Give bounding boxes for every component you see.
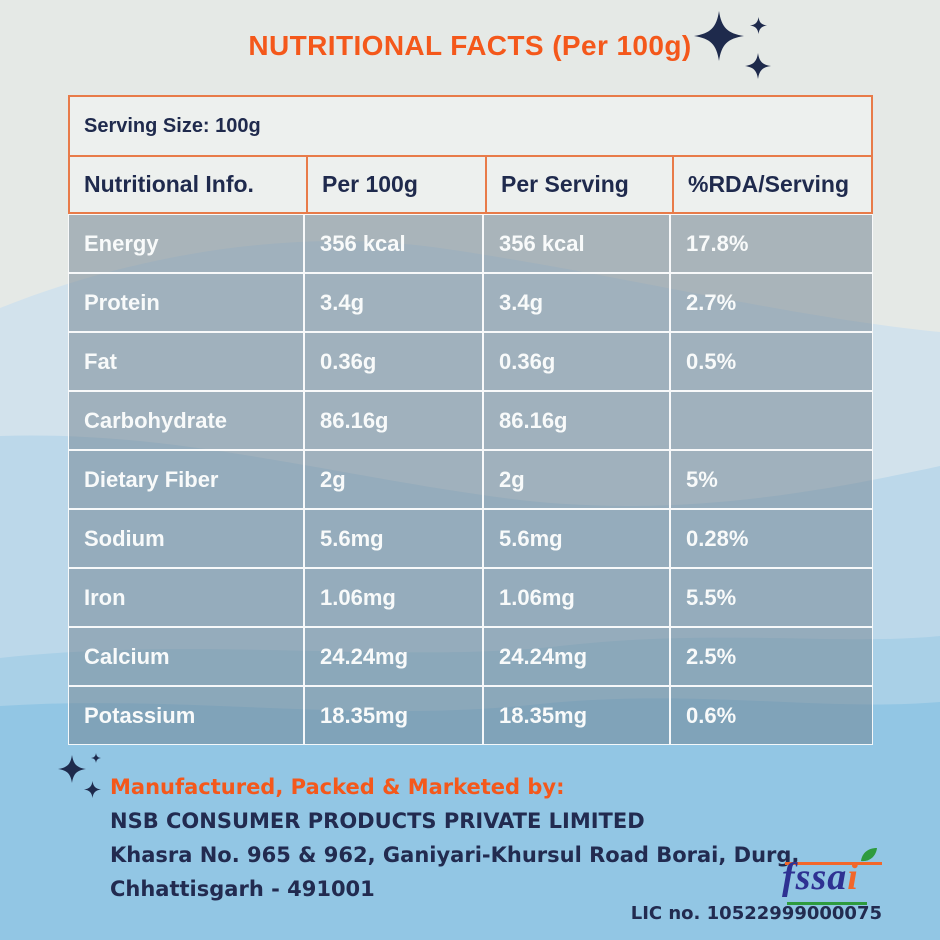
header-per-100g: Per 100g bbox=[306, 157, 485, 212]
nutrient-name-cell: Carbohydrate bbox=[68, 391, 304, 450]
nutrient-name-cell: Potassium bbox=[68, 686, 304, 745]
manufacturer-address-2: Chhattisgarh - 491001 bbox=[110, 877, 375, 901]
fssai-logo: fssai bbox=[780, 848, 884, 906]
manufacturer-heading: Manufactured, Packed & Marketed by: bbox=[110, 775, 565, 799]
per-serving-cell: 24.24mg bbox=[483, 627, 670, 686]
per-serving-cell: 86.16g bbox=[483, 391, 670, 450]
per-serving-cell: 2g bbox=[483, 450, 670, 509]
nutrient-name-cell: Iron bbox=[68, 568, 304, 627]
rda-cell: 5% bbox=[670, 450, 873, 509]
per-100g-cell: 5.6mg bbox=[304, 509, 483, 568]
nutrient-name-cell: Protein bbox=[68, 273, 304, 332]
rda-cell: 2.5% bbox=[670, 627, 873, 686]
per-100g-cell: 18.35mg bbox=[304, 686, 483, 745]
per-100g-cell: 0.36g bbox=[304, 332, 483, 391]
header-per-serving: Per Serving bbox=[485, 157, 672, 212]
per-serving-cell: 1.06mg bbox=[483, 568, 670, 627]
rda-cell: 17.8% bbox=[670, 214, 873, 273]
per-serving-cell: 5.6mg bbox=[483, 509, 670, 568]
per-serving-cell: 18.35mg bbox=[483, 686, 670, 745]
nutrient-name-cell: Dietary Fiber bbox=[68, 450, 304, 509]
nutrient-name-cell: Sodium bbox=[68, 509, 304, 568]
per-serving-cell: 356 kcal bbox=[483, 214, 670, 273]
rda-cell: 2.7% bbox=[670, 273, 873, 332]
header-nutritional-info: Nutritional Info. bbox=[84, 171, 254, 197]
rda-cell bbox=[670, 391, 873, 450]
nutrient-name-cell: Calcium bbox=[68, 627, 304, 686]
table-header-row: Nutritional Info. Per 100g Per Serving %… bbox=[70, 157, 871, 212]
per-100g-cell: 1.06mg bbox=[304, 568, 483, 627]
nutrition-table: Serving Size: 100g Nutritional Info. Per… bbox=[68, 95, 873, 745]
serving-size-label: Serving Size: 100g bbox=[84, 114, 261, 137]
manufacturer-block: Manufactured, Packed & Marketed by: NSB … bbox=[110, 770, 870, 906]
manufacturer-company: NSB CONSUMER PRODUCTS PRIVATE LIMITED bbox=[110, 809, 645, 833]
serving-size-row: Serving Size: 100g bbox=[70, 97, 871, 157]
fssai-logo-underline bbox=[787, 902, 867, 905]
per-100g-cell: 3.4g bbox=[304, 273, 483, 332]
fssai-logo-text: fssai bbox=[782, 856, 859, 898]
sparkles-icon bbox=[694, 11, 771, 79]
leaf-icon bbox=[861, 848, 877, 862]
per-100g-cell: 86.16g bbox=[304, 391, 483, 450]
nutrient-name-cell: Energy bbox=[68, 214, 304, 273]
manufacturer-address-1: Khasra No. 965 & 962, Ganiyari-Khursul R… bbox=[110, 843, 800, 867]
rda-cell: 0.5% bbox=[670, 332, 873, 391]
nutrient-name-cell: Fat bbox=[68, 332, 304, 391]
header-rda-serving: %RDA/Serving bbox=[672, 157, 871, 212]
per-serving-cell: 0.36g bbox=[483, 332, 670, 391]
page-title: NUTRITIONAL FACTS (Per 100g) bbox=[248, 30, 692, 61]
rda-cell: 0.28% bbox=[670, 509, 873, 568]
sparkles-icon bbox=[58, 753, 101, 798]
table-body: Energy 356 kcal 356 kcal 17.8% Protein 3… bbox=[68, 214, 873, 745]
rda-cell: 0.6% bbox=[670, 686, 873, 745]
rda-cell: 5.5% bbox=[670, 568, 873, 627]
per-100g-cell: 24.24mg bbox=[304, 627, 483, 686]
per-100g-cell: 2g bbox=[304, 450, 483, 509]
table-head-section: Serving Size: 100g Nutritional Info. Per… bbox=[68, 95, 873, 214]
fssai-logo-topline bbox=[785, 862, 882, 865]
per-100g-cell: 356 kcal bbox=[304, 214, 483, 273]
fssai-license-number: LIC no. 10522999000075 bbox=[630, 903, 882, 924]
per-serving-cell: 3.4g bbox=[483, 273, 670, 332]
